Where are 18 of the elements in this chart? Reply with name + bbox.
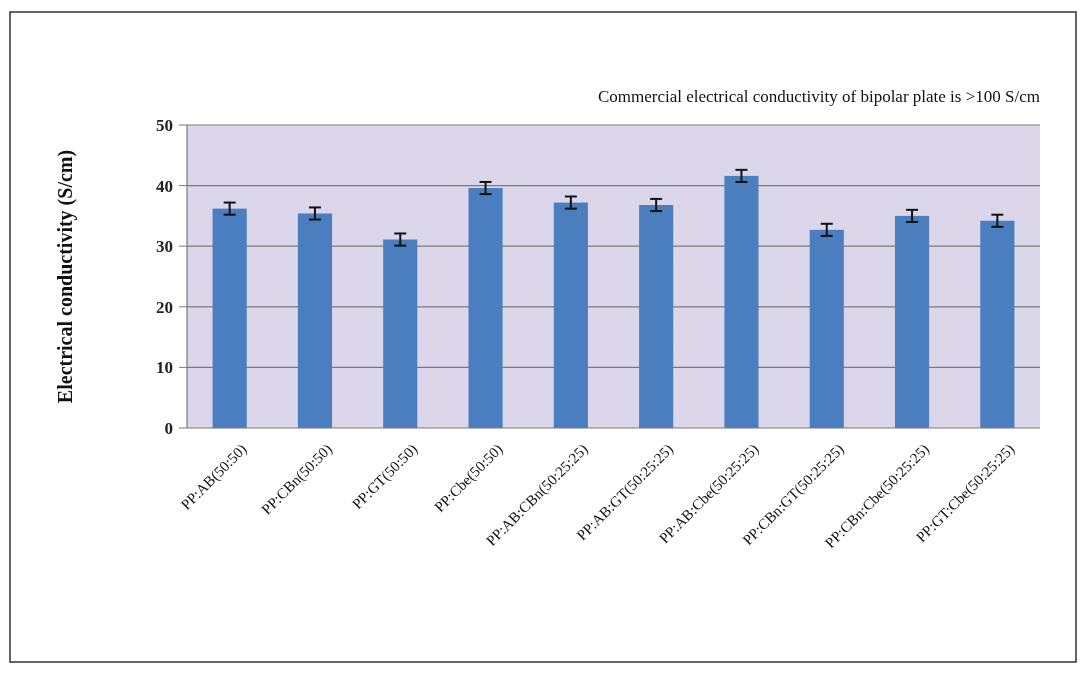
bar [297, 213, 333, 428]
bar [383, 239, 418, 428]
y-tick-label: 50 [156, 115, 173, 135]
bar [809, 229, 844, 428]
y-tick-label: 0 [164, 418, 173, 438]
bar [639, 204, 674, 428]
y-tick-label: 10 [156, 358, 173, 378]
y-tick-label: 30 [156, 237, 173, 257]
bar [724, 175, 759, 428]
bar [553, 202, 588, 428]
y-axis-title: Electrical conductivity (S/cm) [54, 149, 77, 404]
bar [894, 215, 930, 428]
bar [468, 188, 503, 428]
text: Commercial electrical conductivity of bipolar plate is >100 S/cm [597, 87, 1040, 106]
bar [212, 208, 247, 428]
y-tick-label: 40 [156, 176, 173, 196]
bar [980, 220, 1015, 428]
y-tick-label: 20 [156, 297, 173, 317]
